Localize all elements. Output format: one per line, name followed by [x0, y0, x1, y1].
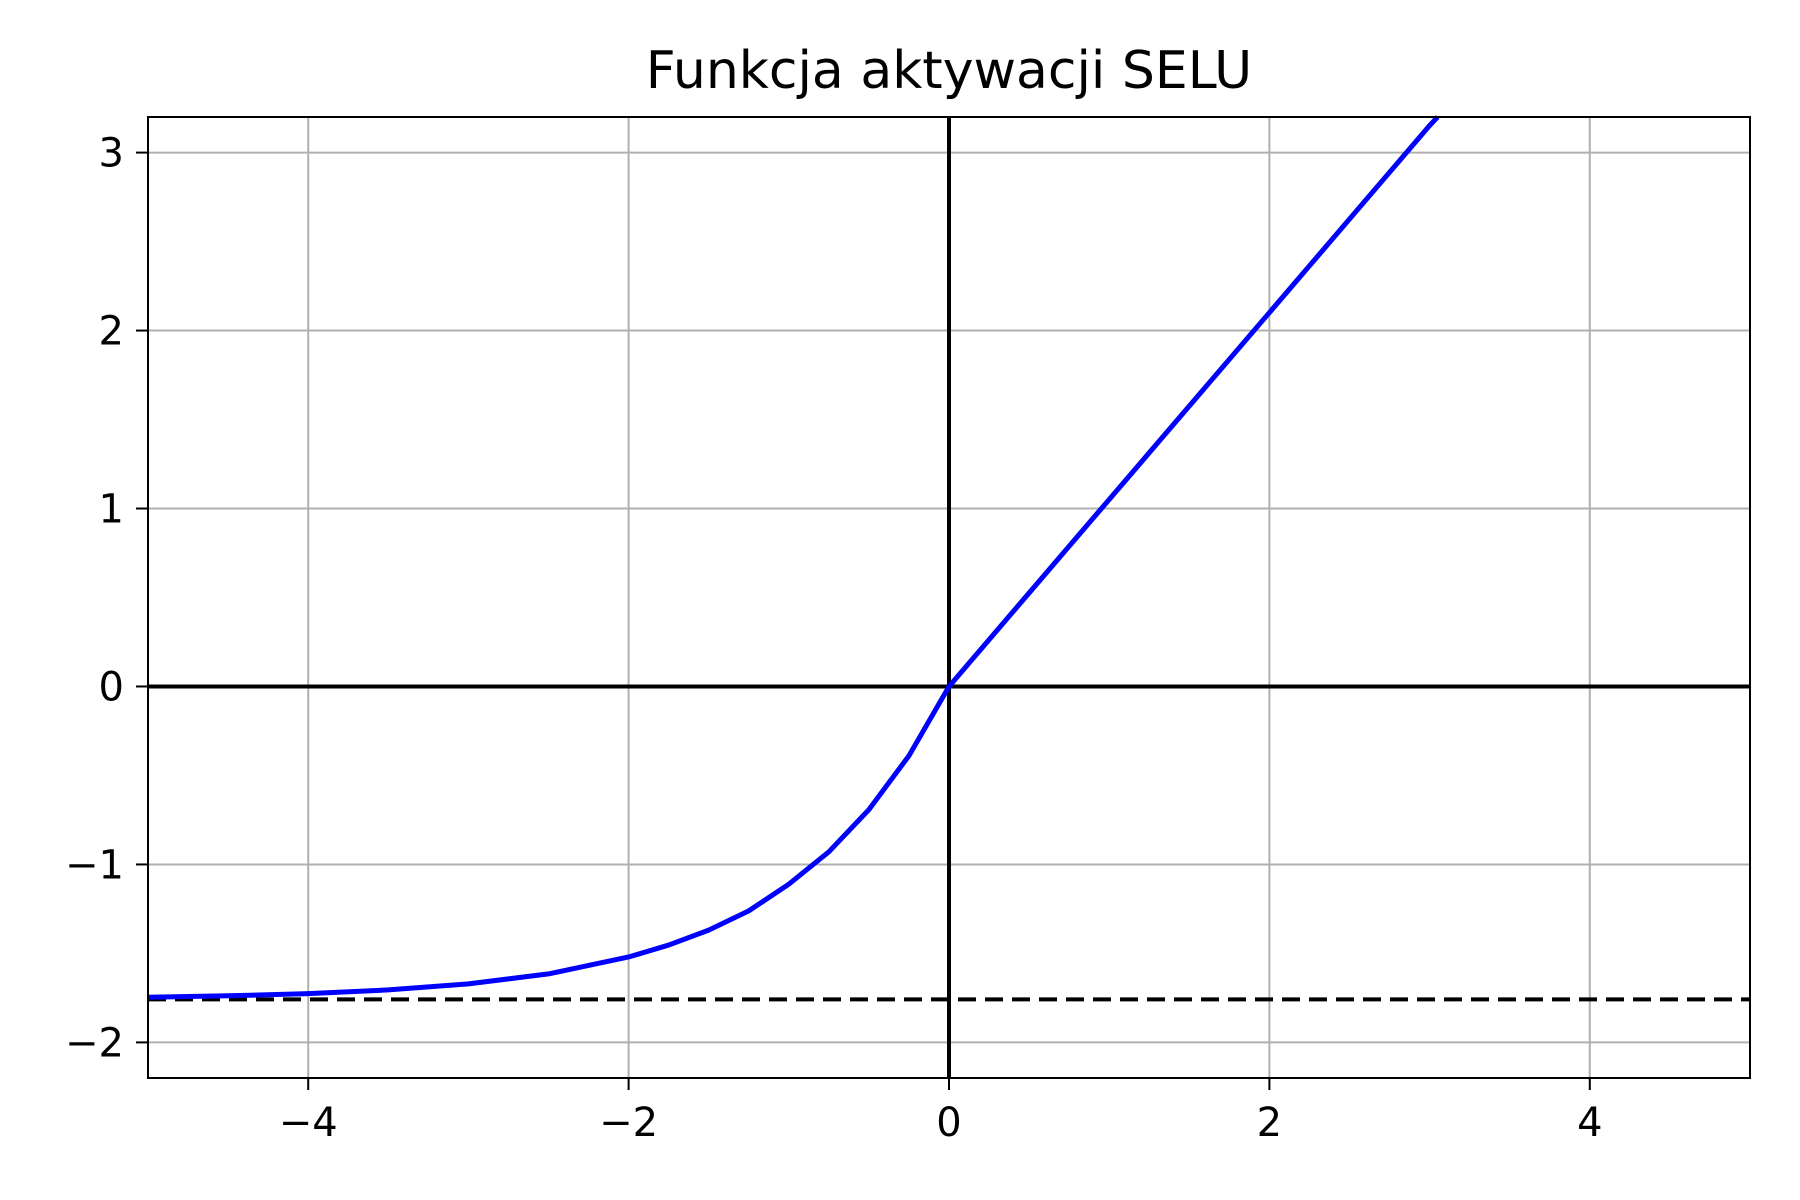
y-tick-label-5: 3 — [99, 131, 124, 177]
x-tick-label-1: −2 — [599, 1100, 658, 1146]
x-tick-label-3: 2 — [1257, 1100, 1282, 1146]
series-line-0 — [147, 115, 1440, 1000]
reference-lines — [148, 117, 1750, 1078]
y-tick-label-1: −1 — [65, 842, 124, 888]
y-tick-label-0: −2 — [65, 1020, 124, 1066]
ticks: −4 −2 0 2 4 −2 −1 0 1 2 3 — [65, 131, 1602, 1146]
series-layer — [147, 115, 1440, 1000]
chart-title: Funkcja aktywacji SELU — [646, 41, 1252, 101]
x-tick-label-2: 0 — [936, 1100, 961, 1146]
y-tick-label-2: 0 — [99, 664, 124, 710]
x-tick-label-0: −4 — [279, 1100, 338, 1146]
x-tick-label-4: 4 — [1577, 1100, 1602, 1146]
y-tick-label-4: 2 — [99, 309, 124, 355]
y-tick-label-3: 1 — [99, 487, 124, 533]
